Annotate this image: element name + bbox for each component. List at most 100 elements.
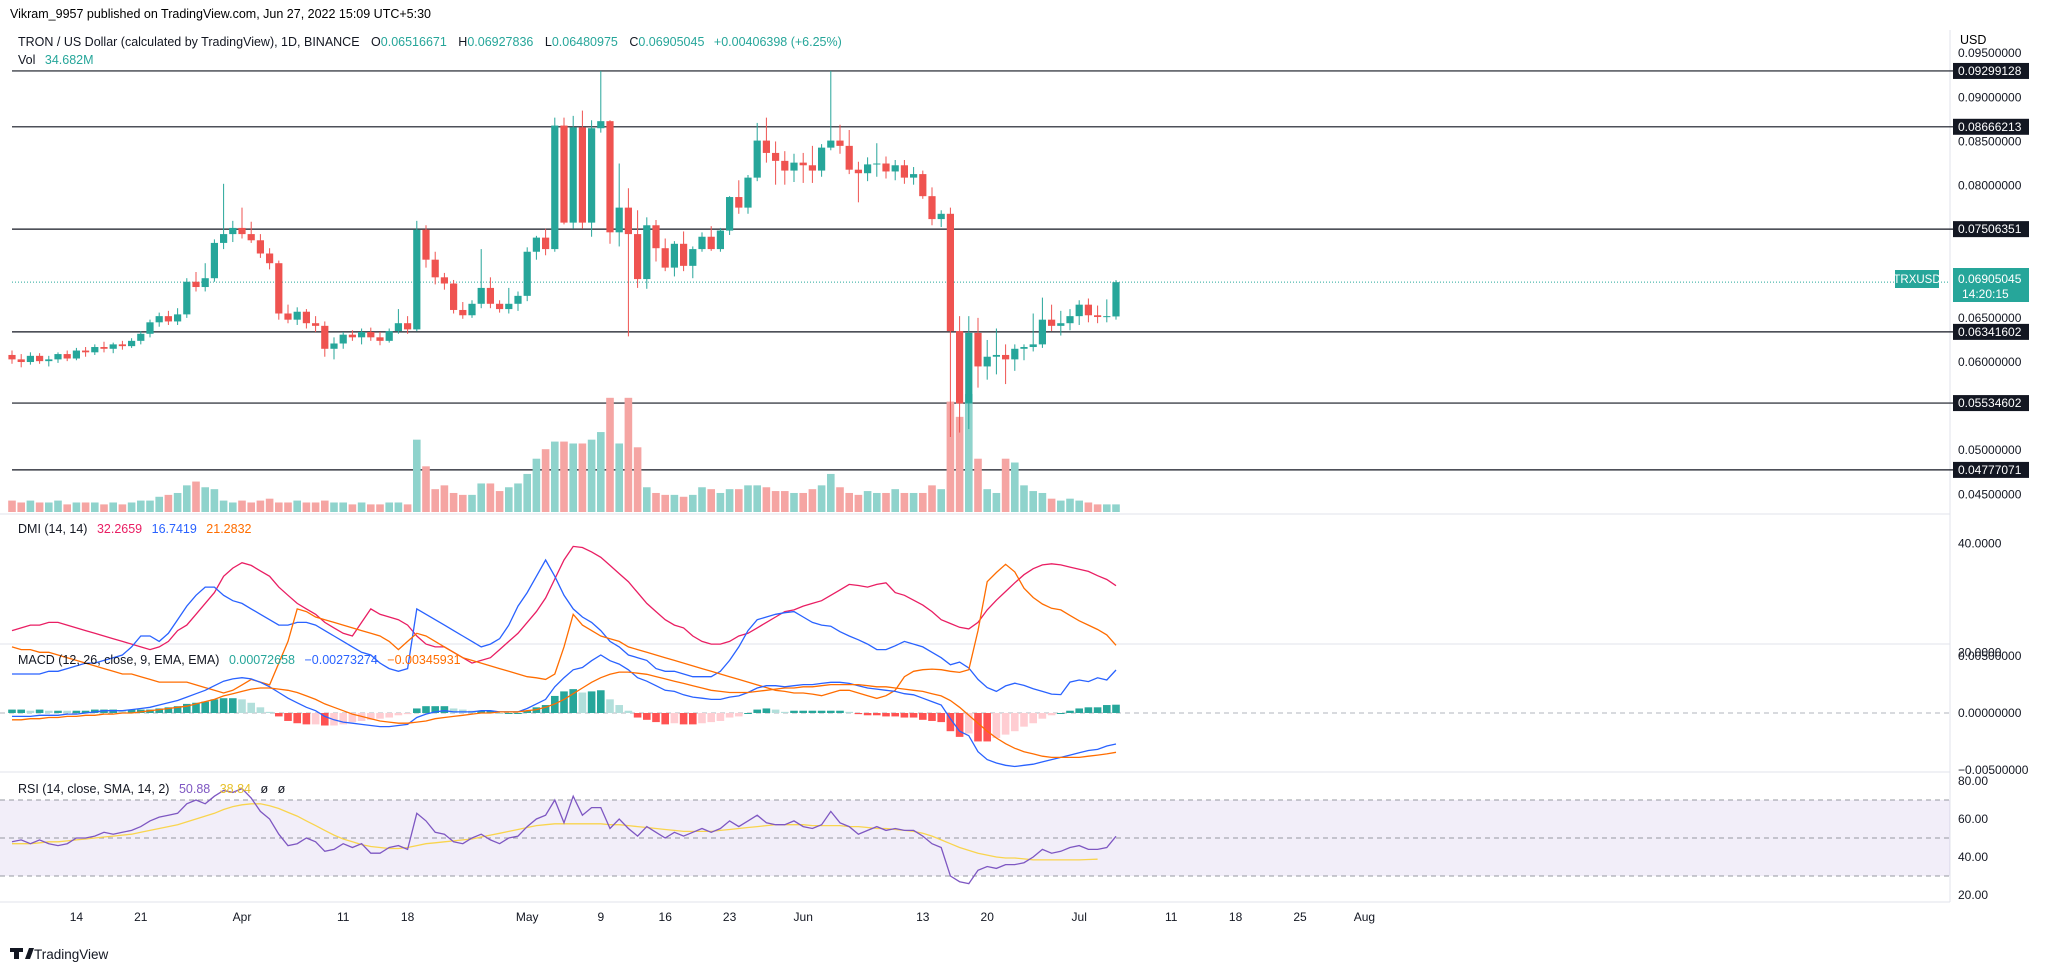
volume-bar [1075,500,1083,512]
price-tick: 0.05000000 [1958,443,2022,457]
candle-body [256,240,264,254]
volume-bar [413,439,421,512]
candle-body [523,251,531,296]
macd-histogram-bar [652,713,660,723]
macd-histogram-bar [753,709,761,713]
dmi-legend[interactable]: DMI (14, 14) 32.2659 16.7419 21.2832 [18,522,252,536]
volume-bar [1103,504,1111,512]
volume-bar [716,492,725,512]
macd-histogram-bar [882,713,890,717]
macd-signal-value: −0.00345931 [387,653,460,667]
volume-bar [256,500,265,512]
volume-bar [679,496,688,512]
price-tick: 0.09500000 [1958,46,2022,60]
tradingview-logo[interactable]: TradingView [10,947,109,962]
volume-bar [348,504,357,512]
dmi-plus-value: 32.2659 [97,522,142,536]
candle-body [744,177,752,208]
adx-line [11,563,1117,700]
candle-body [790,162,798,171]
macd-histogram-bar [762,708,771,713]
candle-body [201,278,209,288]
volume-bar [183,485,191,512]
candle-body [404,323,412,330]
date-tick: Aug [1354,910,1375,924]
candle-body [726,197,734,231]
rsi-value: 50.88 [179,782,210,796]
candle-body [109,344,117,349]
dmi-minus-value: 16.7419 [152,522,197,536]
volume-bar [459,494,467,512]
macd-histogram-bar [799,710,807,713]
macd-histogram-bar [983,713,991,742]
candle-body [532,237,540,252]
volume-bar [891,489,899,512]
volume-bar [762,487,771,512]
date-tick: Jul [1072,910,1087,924]
candle-body [965,332,973,404]
volume-bar [449,492,458,512]
candle-body [569,127,577,223]
macd-histogram-bar [1075,708,1083,713]
macd-tick: −0.00500000 [1958,763,2029,777]
volume-bar [35,502,44,512]
macd-histogram-bar [26,710,35,713]
candle-body [624,207,632,235]
volume-bar [992,492,1001,512]
candle-body [367,332,375,338]
macd-histogram-bar [974,713,982,742]
axes: 0.09500000 0.09000000 0.08500000 0.08000000… [70,46,2029,924]
macd-histogram-bar [477,710,485,713]
rsi-tick: 20.00 [1958,888,1988,902]
macd-histogram-bar [449,708,458,713]
candle-body [100,347,108,349]
bar-countdown: 14:20:15 [1962,287,2009,301]
volume-bar [1001,458,1010,512]
macd-histogram-bar [210,699,219,713]
tradingview-logo-icon [10,948,34,959]
candle-body [716,230,724,250]
symbol-legend[interactable]: TRON / US Dollar (calculated by TradingV… [18,35,842,49]
volume-bar [311,502,320,512]
date-tick: Apr [233,910,252,924]
volume-bar [873,492,881,512]
candle-body [459,309,467,316]
volume-bar [532,458,541,512]
candle-body [91,347,99,353]
macd-histogram-bar [624,710,633,713]
macd-histogram-bar [744,713,752,714]
macd-histogram-bar [1047,713,1056,716]
volume-bar [817,485,826,512]
candle-body [128,340,136,347]
macd-histogram-bar [486,710,495,713]
volume-legend[interactable]: Vol 34.682M [18,53,94,67]
macd-histogram-bar [1112,704,1120,713]
candle-body [919,174,927,197]
macd-histogram-bar [284,713,292,721]
macd-histogram-bar [633,713,642,718]
macd-histogram-bar [661,713,669,725]
volume-bar [91,502,99,512]
candle-body [900,165,908,178]
volume-bar [1066,498,1074,512]
candle-body [339,334,347,344]
candle-body [670,243,678,268]
volume-bar [863,491,872,512]
macd-line [12,654,1117,768]
macd-histogram-bar [192,702,200,713]
volume-bar [118,504,127,512]
ohlc-low: 0.06480975 [552,35,618,49]
level-label: 0.08666213 [1958,120,2022,134]
rsi-legend[interactable]: RSI (14, close, SMA, 14, 2) 50.88 38.84 … [18,782,286,796]
candle-body [818,147,826,171]
level-label-bg [1953,461,2029,478]
dmi-minus-line [12,558,1117,696]
volume-bar [560,441,568,512]
volume-bar [946,401,955,512]
candle-body [413,229,421,330]
candle-body [486,287,494,304]
macd-legend[interactable]: MACD (12, 26, close, 9, EMA, EMA) 0.0007… [18,653,461,667]
volume-bar [587,439,596,512]
candle-body [836,140,844,146]
